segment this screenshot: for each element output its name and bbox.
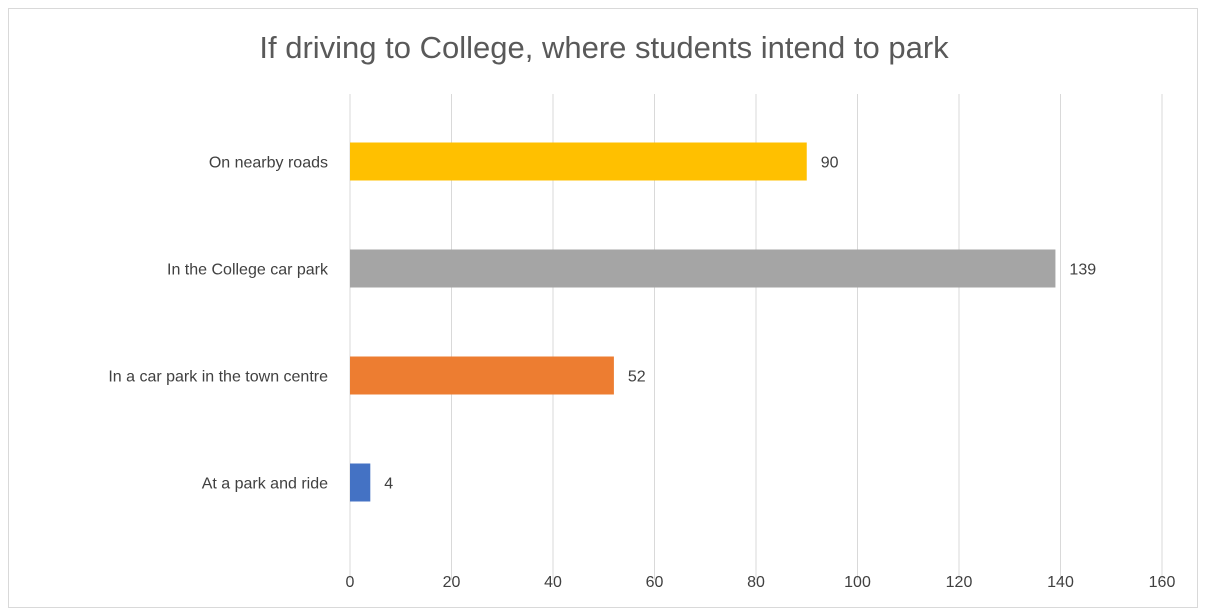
data-label: 4 bbox=[384, 476, 393, 493]
x-tick-label: 100 bbox=[844, 574, 871, 591]
x-tick-label: 40 bbox=[544, 574, 562, 591]
x-tick-label: 80 bbox=[747, 574, 765, 591]
x-tick-label: 0 bbox=[346, 574, 355, 591]
data-label: 90 bbox=[821, 155, 839, 172]
chart-frame bbox=[8, 8, 1198, 608]
labels: 0 20 40 60 80 100 120 140 160 4 At a park and ride… bbox=[108, 155, 1175, 592]
data-label: 139 bbox=[1069, 262, 1096, 279]
x-tick-label: 120 bbox=[946, 574, 973, 591]
bar bbox=[350, 463, 371, 502]
bar bbox=[350, 142, 807, 181]
x-tick-label: 20 bbox=[443, 574, 461, 591]
x-tick-label: 60 bbox=[646, 574, 664, 591]
category-label: At a park and ride bbox=[202, 476, 328, 493]
category-label: In the College car park bbox=[167, 262, 329, 279]
data-label: 52 bbox=[628, 369, 646, 386]
bar bbox=[350, 356, 614, 395]
category-label: In a car park in the town centre bbox=[108, 369, 328, 386]
category-label: On nearby roads bbox=[209, 155, 328, 172]
x-tick-label: 160 bbox=[1149, 574, 1176, 591]
x-tick-label: 140 bbox=[1047, 574, 1074, 591]
chart-title: If driving to College, where students in… bbox=[259, 30, 949, 65]
bar bbox=[350, 249, 1056, 288]
bars bbox=[350, 142, 1056, 502]
